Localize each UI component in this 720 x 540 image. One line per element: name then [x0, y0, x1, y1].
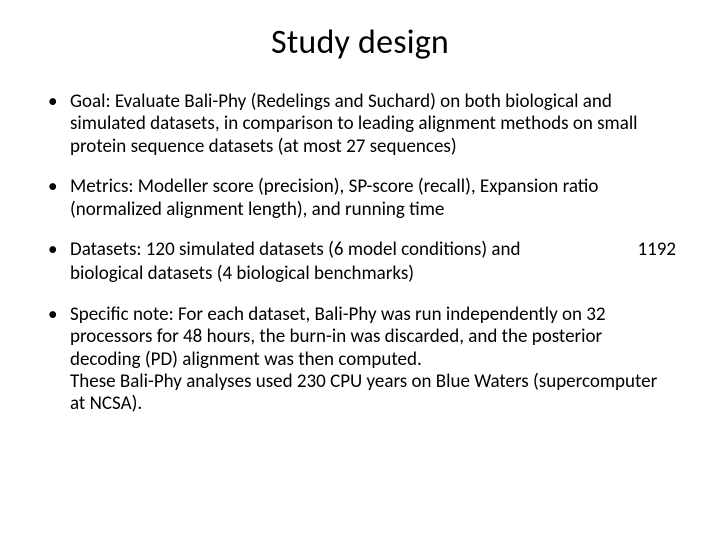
- bullet-goal: Goal: Evaluate Bali-Phy (Redelings and S…: [44, 91, 676, 158]
- bullet-note-text: Specific note: For each dataset, Bali-Ph…: [70, 303, 657, 416]
- bullet-metrics-text: Metrics: Modeller score (precision), SP-…: [70, 175, 598, 220]
- bullet-list: Goal: Evaluate Bali-Phy (Redelings and S…: [44, 91, 676, 416]
- slide: Study design Goal: Evaluate Bali-Phy (Re…: [0, 0, 720, 540]
- bullet-note: Specific note: For each dataset, Bali-Ph…: [44, 304, 676, 416]
- bullet-datasets-left: Datasets: 120 simulated datasets (6 mode…: [70, 239, 637, 261]
- bullet-metrics: Metrics: Modeller score (precision), SP-…: [44, 176, 676, 221]
- bullet-datasets-count: 1192: [637, 239, 676, 261]
- bullet-goal-text: Goal: Evaluate Bali-Phy (Redelings and S…: [70, 90, 638, 158]
- bullet-datasets-row2: biological datasets (4 biological benchm…: [70, 263, 676, 285]
- bullet-datasets: Datasets: 120 simulated datasets (6 mode…: [44, 239, 676, 286]
- bullet-datasets-row1: Datasets: 120 simulated datasets (6 mode…: [70, 239, 676, 261]
- slide-title: Study design: [44, 22, 676, 63]
